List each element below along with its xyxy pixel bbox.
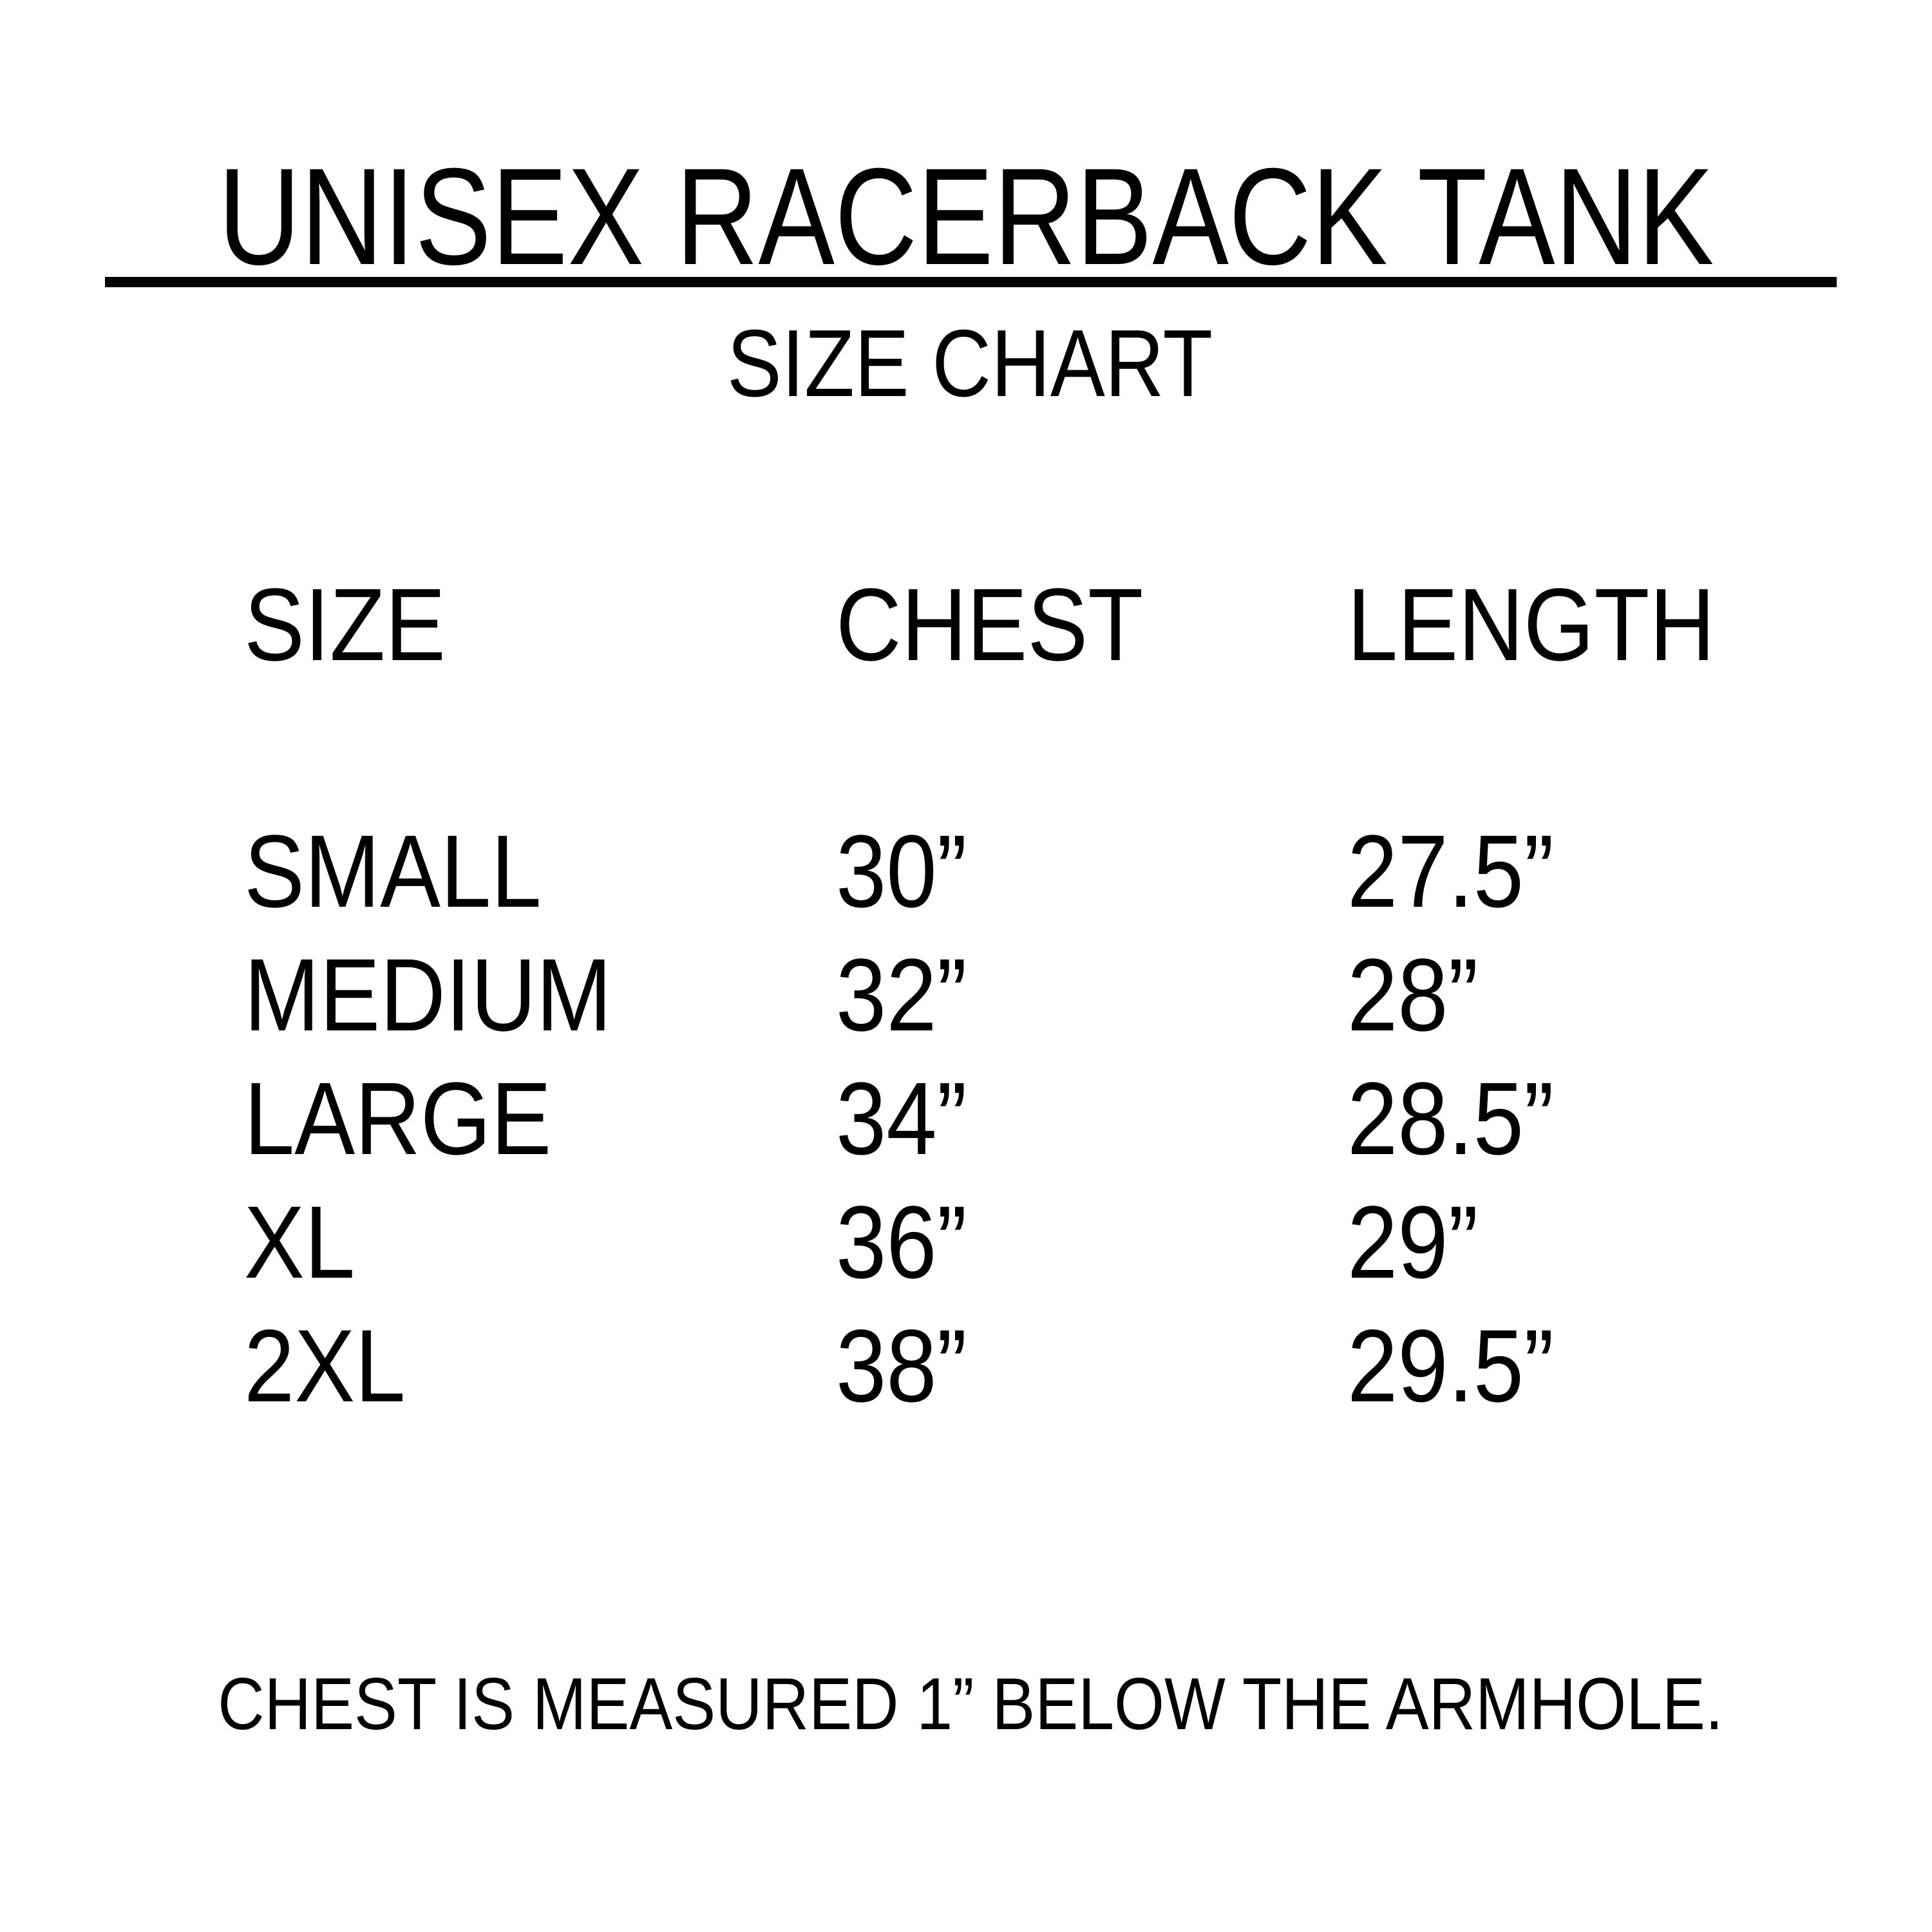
cell-chest: 32”: [836, 937, 967, 1052]
cell-chest: 34”: [836, 1061, 967, 1176]
cell-size: SMALL: [244, 813, 542, 929]
header-length: LENGTH: [1347, 567, 1716, 682]
cell-length: 28.5”: [1347, 1061, 1554, 1176]
cell-length: 29.5”: [1347, 1308, 1554, 1423]
cell-size: MEDIUM: [244, 937, 612, 1052]
cell-length: 28”: [1347, 937, 1479, 1052]
cell-size: XL: [244, 1184, 355, 1300]
cell-size: 2XL: [244, 1308, 406, 1423]
cell-chest: 30”: [836, 813, 967, 929]
cell-chest: 36”: [836, 1184, 967, 1300]
header-size: SIZE: [244, 567, 446, 682]
cell-chest: 38”: [836, 1308, 967, 1423]
cell-length: 29”: [1347, 1184, 1479, 1300]
cell-size: LARGE: [244, 1061, 552, 1176]
title-divider: [105, 277, 1837, 287]
footnote: CHEST IS MEASURED 1” BELOW THE ARMHOLE.: [218, 1663, 1723, 1745]
cell-length: 27.5”: [1347, 813, 1554, 929]
page-title: UNISEX RACERBACK TANK: [218, 140, 1714, 294]
header-chest: CHEST: [836, 567, 1144, 682]
page-subtitle: SIZE CHART: [726, 310, 1213, 417]
